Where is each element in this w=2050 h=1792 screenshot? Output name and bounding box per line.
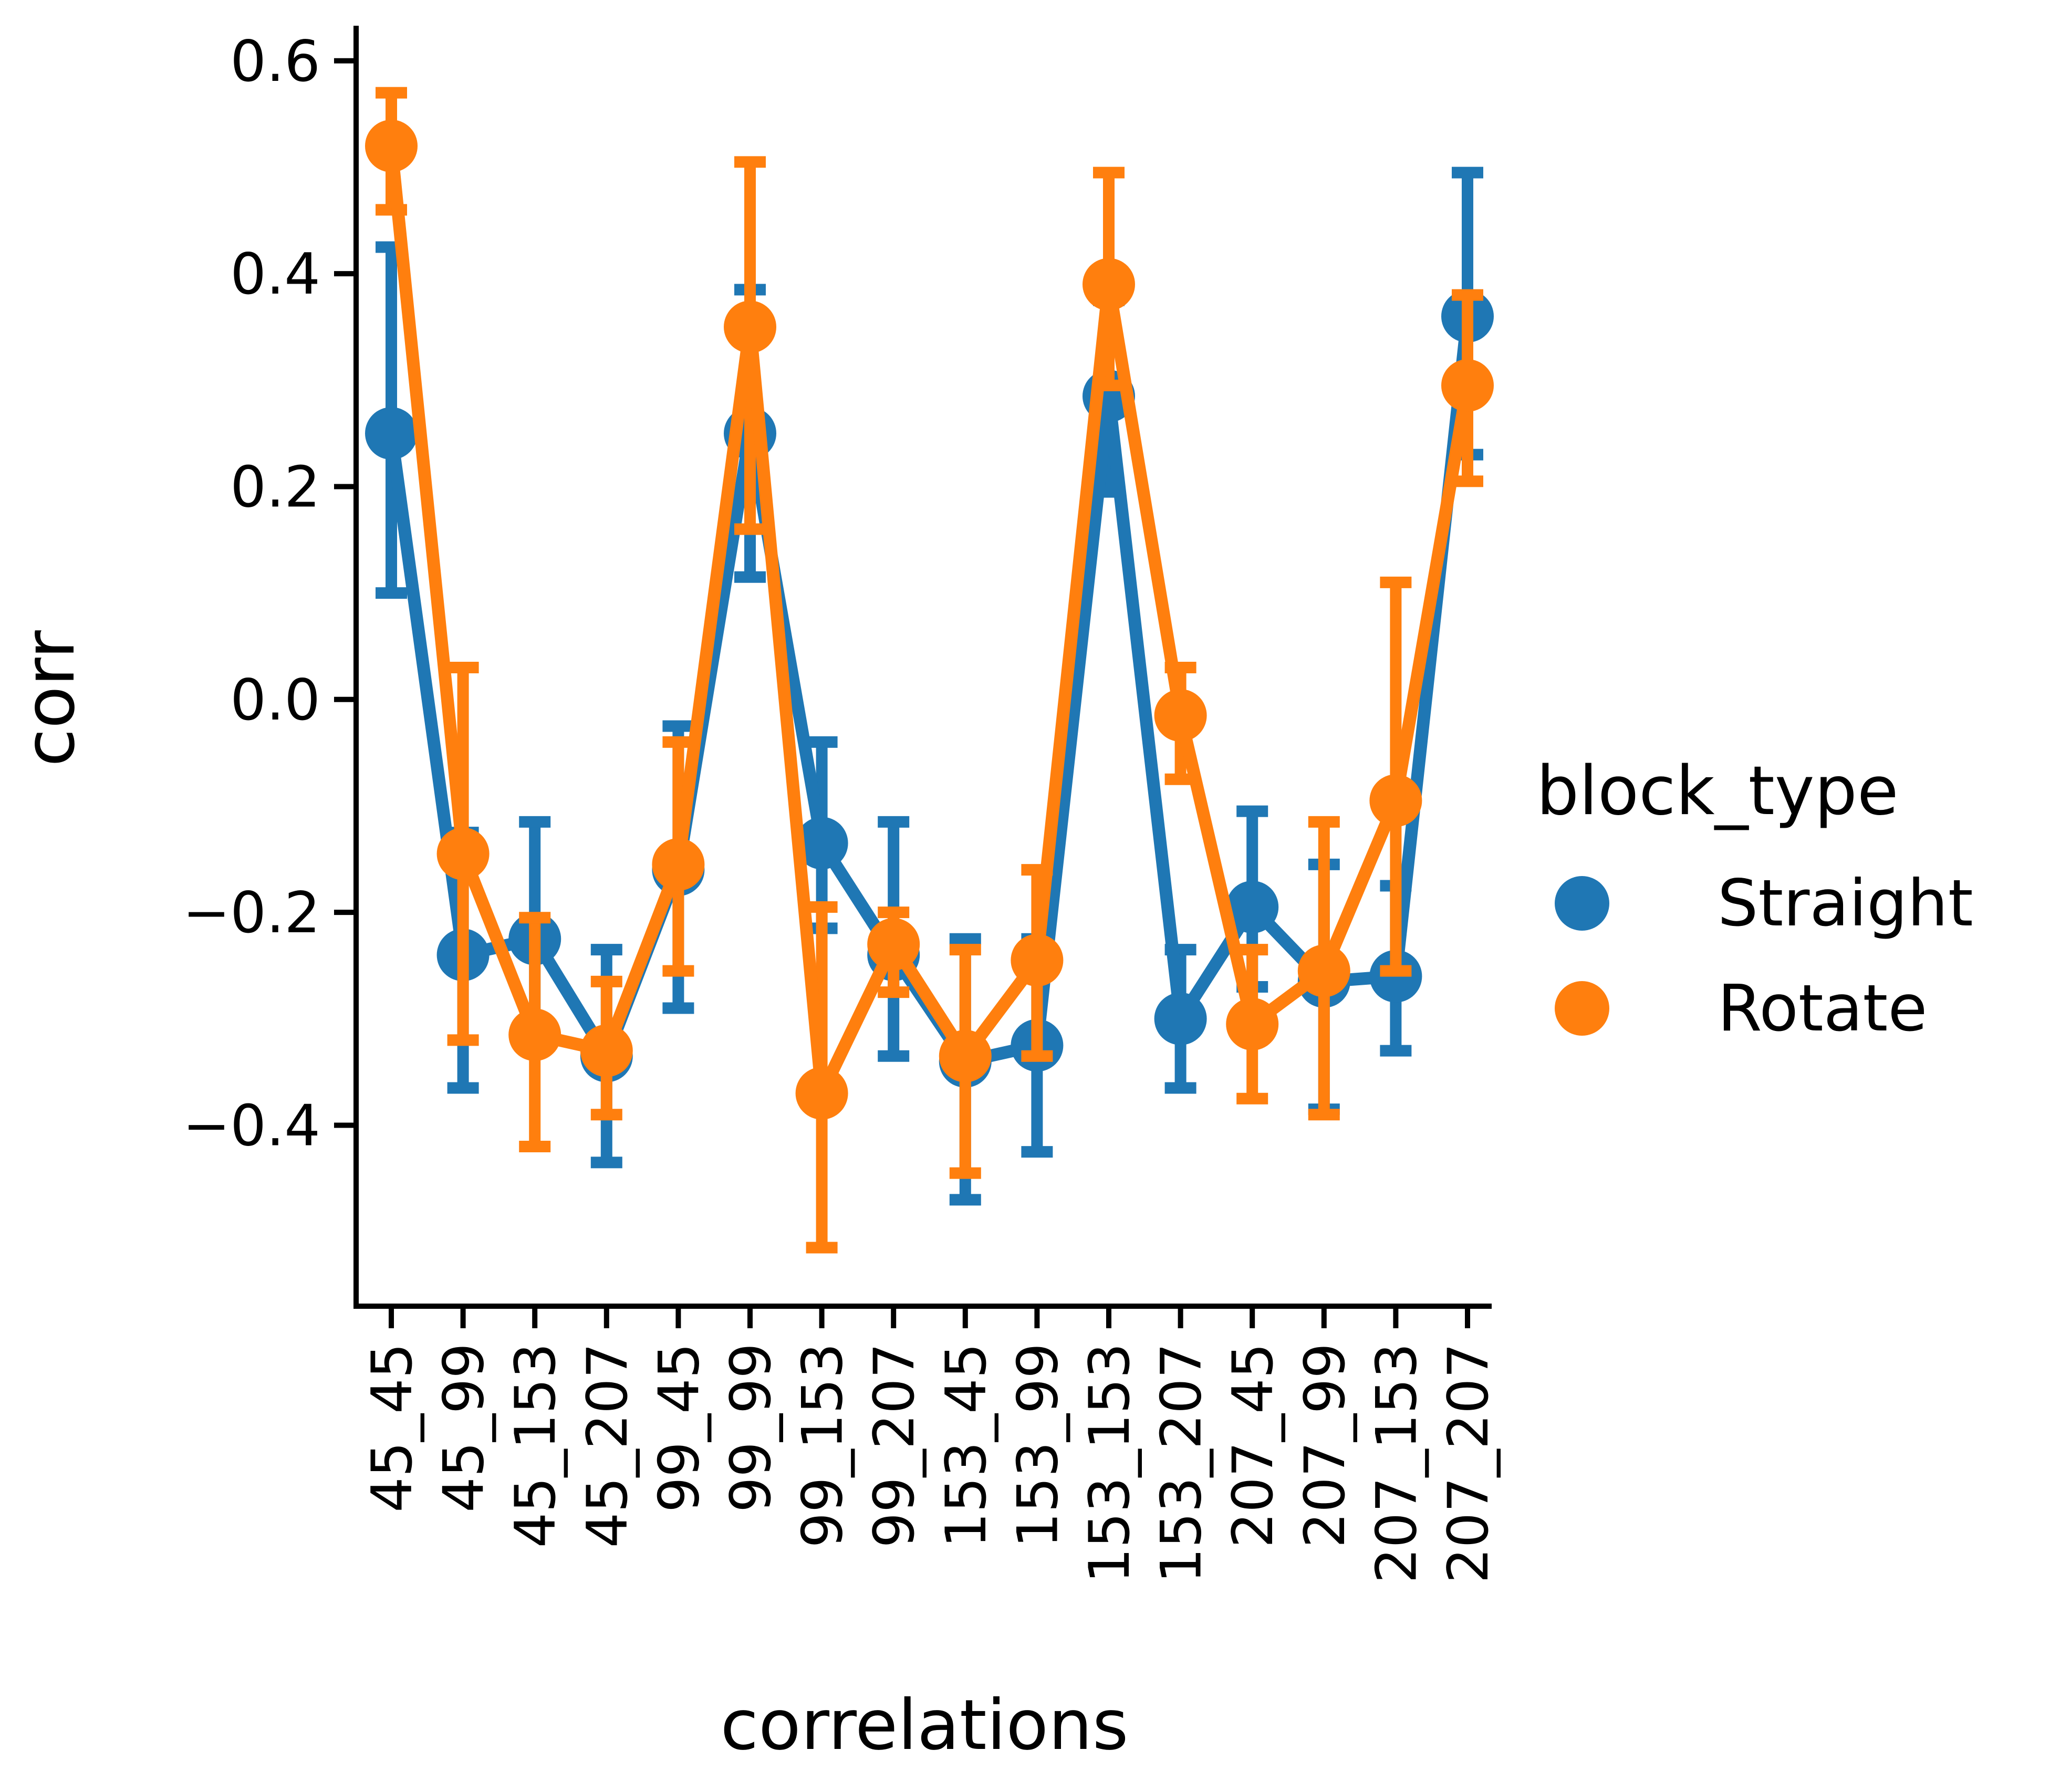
y-axis: −0.4 −0.2 0.0 0.2 0.4 0.6: [183, 26, 359, 1306]
data-point: [652, 838, 705, 891]
x-tick-label: 207_153: [1364, 1343, 1429, 1583]
x-tick-label: 45_45: [360, 1343, 424, 1513]
data-point: [436, 827, 490, 880]
data-point: [1154, 689, 1207, 742]
x-tick-label: 45_153: [503, 1343, 568, 1548]
legend-item-rotate: Rotate: [1555, 971, 1927, 1046]
x-tick-label: 99_207: [862, 1343, 927, 1548]
data-point: [1441, 359, 1494, 412]
x-tick-label: 45_207: [575, 1343, 640, 1548]
data-point: [1083, 258, 1135, 311]
x-tick-label: 207_45: [1221, 1343, 1285, 1548]
data-point: [580, 1024, 633, 1077]
legend-marker: [1555, 981, 1609, 1036]
data-point: [365, 119, 418, 172]
data-point: [795, 817, 848, 870]
y-tick-label: −0.4: [183, 1093, 320, 1159]
x-tick-label: 99_99: [719, 1343, 783, 1513]
legend-label: Straight: [1718, 866, 1973, 941]
x-tick-label: 153_99: [1005, 1343, 1070, 1548]
x-tick-label: 153_45: [934, 1343, 998, 1548]
legend-title: block_type: [1536, 752, 1899, 830]
series-rotate: [365, 87, 1494, 1254]
data-point: [1154, 992, 1207, 1045]
data-point: [365, 407, 418, 460]
x-axis: 45_45 45_99 45_153 45_207 99_45 99_99 99_153 99…: [353, 1304, 1501, 1583]
legend-label: Rotate: [1718, 971, 1927, 1046]
legend: block_type Straight Rotate: [1536, 752, 1973, 1046]
y-axis-title: corr: [9, 630, 90, 766]
data-point: [1297, 944, 1350, 997]
plot-area: [365, 87, 1494, 1254]
data-point: [1369, 774, 1422, 827]
x-tick-label: 99_45: [647, 1343, 711, 1513]
legend-items: Straight Rotate: [1555, 866, 1973, 1046]
data-point: [867, 918, 920, 971]
y-tick-label: 0.4: [230, 242, 320, 307]
legend-marker: [1555, 876, 1609, 931]
data-point: [939, 1029, 992, 1082]
x-axis-title: correlations: [720, 1685, 1128, 1766]
data-point: [724, 300, 776, 353]
x-tick-label: 99_153: [790, 1343, 855, 1548]
data-point: [1226, 881, 1279, 933]
data-point: [795, 1067, 848, 1120]
legend-item-straight: Straight: [1555, 866, 1973, 941]
x-tick-label: 153_207: [1149, 1343, 1214, 1583]
x-tick-label: 153_153: [1077, 1343, 1142, 1583]
data-point: [1226, 997, 1279, 1050]
data-point: [508, 1008, 561, 1061]
y-tick-label: 0.0: [230, 668, 320, 733]
x-tick-label: 45_99: [432, 1343, 496, 1513]
series-line: [385, 145, 1474, 1100]
y-tick-label: 0.2: [230, 454, 320, 520]
y-tick-label: −0.2: [183, 880, 320, 946]
x-tick-label: 207_99: [1293, 1343, 1357, 1548]
data-point: [1011, 934, 1064, 987]
y-tick-label: 0.6: [230, 29, 320, 95]
x-tick-label: 207_207: [1436, 1343, 1501, 1583]
